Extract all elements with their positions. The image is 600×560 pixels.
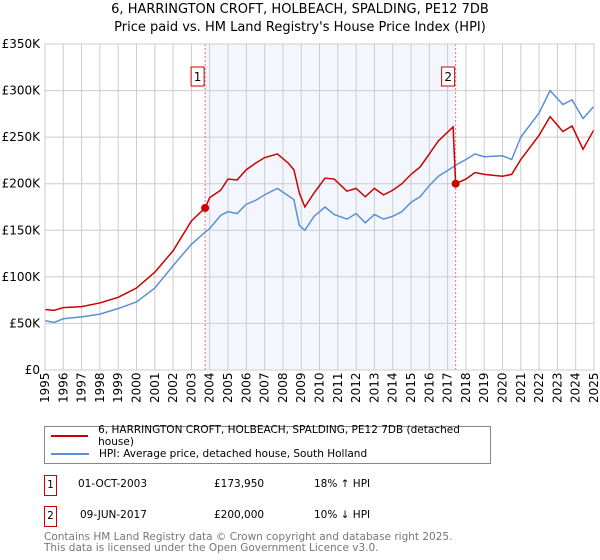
x-tick-label: 2012 (349, 372, 363, 403)
legend-swatch-red (51, 435, 89, 437)
x-tick-label: 1995 (38, 372, 52, 403)
transaction-hpi: 10% ↓ HPI (314, 509, 371, 521)
footer: Contains HM Land Registry data © Crown c… (44, 532, 452, 554)
x-tick-label: 1998 (93, 372, 107, 403)
y-tick-label: £200K (2, 177, 42, 191)
legend-label: HPI: Average price, detached house, Sout… (99, 448, 368, 460)
transaction-hpi: 18% ↑ HPI (314, 478, 371, 490)
x-tick-label: 2022 (532, 372, 546, 403)
y-tick-label: £300K (2, 84, 42, 98)
legend: 6, HARRINGTON CROFT, HOLBEACH, SPALDING,… (44, 424, 491, 464)
footer-line: This data is licensed under the Open Gov… (44, 542, 379, 554)
sale-label-box (190, 66, 205, 87)
legend-item-property: 6, HARRINGTON CROFT, HOLBEACH, SPALDING,… (51, 424, 490, 448)
x-tick-label: 2015 (404, 372, 418, 403)
x-tick-label: 2017 (441, 372, 455, 403)
transaction-badge: 2 (44, 506, 57, 527)
x-tick-label: 2005 (221, 372, 235, 403)
chart-subtitle: Price paid vs. HM Land Registry's House … (114, 20, 486, 35)
x-tick-label: 1996 (56, 372, 70, 403)
x-tick-label: 2000 (130, 372, 144, 403)
x-tick-label: 2003 (184, 372, 198, 403)
x-tick-label: 2008 (276, 372, 290, 403)
y-tick-label: £50K (9, 316, 41, 330)
series-line (44, 115, 595, 312)
sale-point (451, 179, 460, 188)
x-tick-label: 2010 (313, 372, 327, 403)
shaded-ownership-period (205, 44, 456, 370)
transaction-badge: 1 (44, 475, 57, 496)
footer-line: Contains HM Land Registry data © Crown c… (44, 531, 453, 543)
legend-item-hpi: HPI: Average price, detached house, Sout… (51, 446, 367, 462)
sale-point (201, 203, 210, 212)
series-line (44, 89, 595, 324)
legend-swatch-blue (51, 453, 89, 455)
x-tick-label: 2025 (587, 372, 600, 403)
x-tick-label: 2009 (294, 372, 308, 403)
legend-label: 6, HARRINGTON CROFT, HOLBEACH, SPALDING,… (98, 424, 460, 448)
x-tick-label: 2011 (331, 372, 345, 403)
x-tick-label: 1999 (111, 372, 125, 403)
transaction-date: 01-OCT-2003 (78, 478, 147, 490)
x-tick-label: 2006 (239, 372, 253, 403)
x-tick-label: 2024 (569, 372, 583, 403)
sale-label: 1 (194, 70, 202, 84)
x-tick-label: 2004 (203, 372, 217, 403)
y-tick-label: £0 (25, 363, 40, 377)
x-tick-label: 2020 (496, 372, 510, 403)
chart-title: 6, HARRINGTON CROFT, HOLBEACH, SPALDING,… (111, 2, 489, 17)
x-tick-label: 2023 (550, 372, 564, 403)
x-tick-label: 2002 (166, 372, 180, 403)
sale-label: 2 (444, 70, 452, 84)
y-tick-label: £350K (2, 37, 42, 51)
y-tick-label: £250K (2, 130, 42, 144)
x-tick-label: 2014 (386, 372, 400, 403)
transaction-date: 09-JUN-2017 (80, 509, 147, 521)
y-tick-label: £100K (2, 270, 42, 284)
y-tick-label: £150K (2, 223, 42, 237)
price-chart: 1995 1996 1997 1998 1999 2000 2001 2002 2003 2004… (2, 37, 600, 403)
transaction-price: £200,000 (214, 509, 265, 521)
plot-border (44, 43, 595, 371)
x-tick-label: 2021 (514, 372, 528, 403)
x-tick-label: 2016 (422, 372, 436, 403)
transaction-price: £173,950 (214, 478, 265, 490)
x-tick-label: 2018 (459, 372, 473, 403)
x-tick-label: 1997 (75, 372, 89, 403)
x-tick-label: 2013 (367, 372, 381, 403)
x-tick-label: 2019 (477, 372, 491, 403)
x-tick-label: 2001 (148, 372, 162, 403)
sale-label-box (441, 66, 456, 87)
x-tick-label: 2007 (258, 372, 272, 403)
